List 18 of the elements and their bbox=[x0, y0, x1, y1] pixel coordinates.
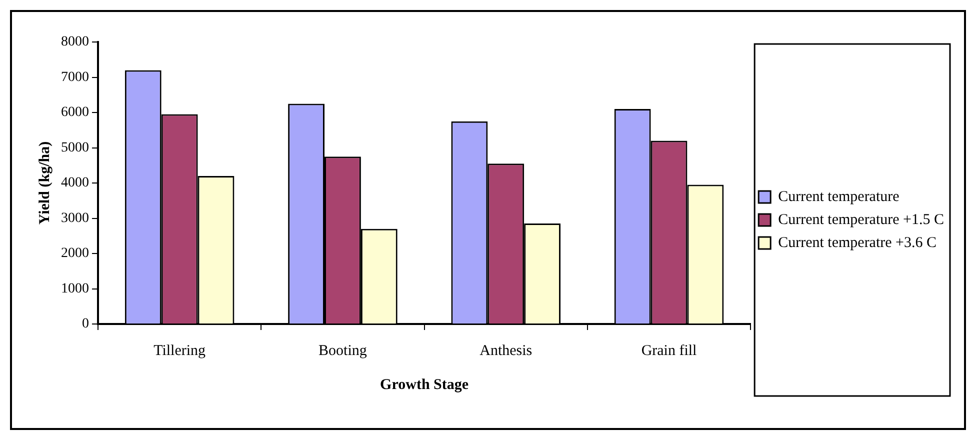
y-tick-label: 0 bbox=[82, 316, 89, 332]
y-tick-label: 6000 bbox=[61, 105, 89, 120]
y-tick-label: 7000 bbox=[61, 70, 89, 85]
x-tick-label: Booting bbox=[318, 342, 368, 359]
y-tick-label: 2000 bbox=[61, 246, 89, 262]
y-tick-label: 4000 bbox=[61, 176, 89, 191]
legend-label: Current temperature +1.5 C bbox=[778, 212, 944, 228]
y-tick-label: 8000 bbox=[61, 34, 89, 50]
x-tick-label: Tillering bbox=[154, 342, 206, 359]
y-axis-title: Yield (kg/ha) bbox=[36, 141, 53, 225]
x-axis-title: Growth Stage bbox=[380, 376, 469, 393]
x-tick-label: Grain fill bbox=[641, 342, 697, 359]
legend-label: Current temperatre +3.6 C bbox=[778, 234, 937, 251]
x-tick-label: Anthesis bbox=[480, 342, 532, 359]
y-tick-label: 1000 bbox=[61, 281, 89, 296]
y-tick-label: 3000 bbox=[61, 210, 89, 226]
legend-label: Current temperature bbox=[778, 188, 900, 205]
y-tick-label: 5000 bbox=[61, 140, 89, 156]
